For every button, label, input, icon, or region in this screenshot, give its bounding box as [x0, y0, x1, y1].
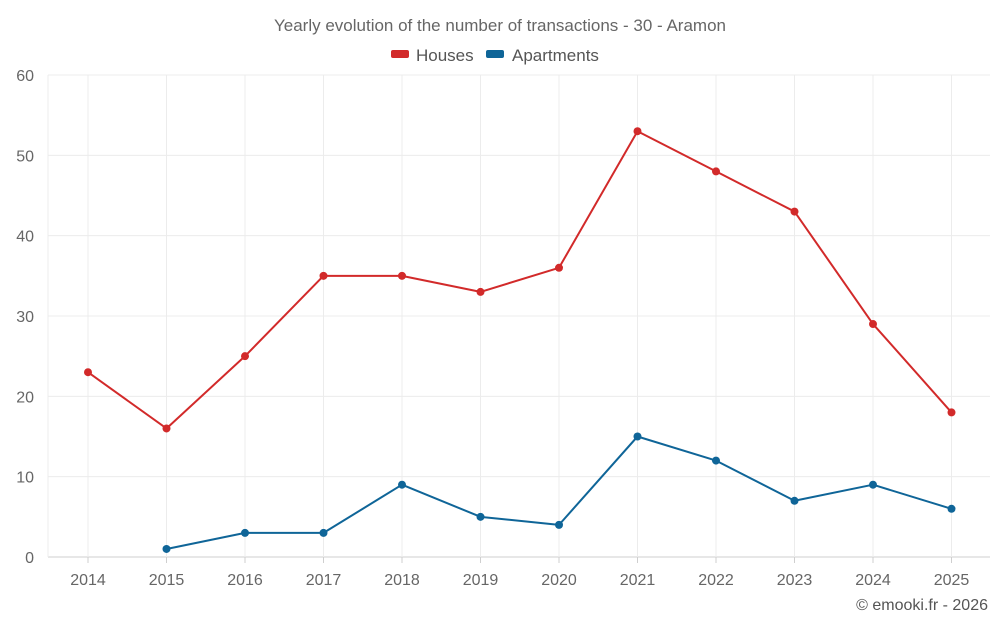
legend-label-apartments: Apartments: [512, 46, 599, 65]
y-tick-label: 20: [16, 389, 34, 406]
point-apartments-2020[interactable]: [555, 520, 563, 529]
series-houses: [84, 127, 956, 433]
x-tick-label: 2022: [698, 572, 734, 589]
point-apartments-2018[interactable]: [398, 480, 406, 489]
point-houses-2024[interactable]: [869, 320, 877, 329]
chart-title: Yearly evolution of the number of transa…: [274, 16, 726, 35]
point-apartments-2024[interactable]: [869, 480, 877, 489]
point-houses-2019[interactable]: [476, 287, 485, 296]
point-houses-2018[interactable]: [398, 271, 406, 280]
legend: Houses Apartments: [391, 46, 599, 65]
y-tick-label: 40: [16, 229, 34, 246]
point-houses-2014[interactable]: [84, 368, 92, 377]
x-tick-label: 2020: [541, 572, 577, 589]
point-apartments-2017[interactable]: [319, 528, 328, 537]
point-apartments-2019[interactable]: [476, 512, 485, 521]
point-houses-2021[interactable]: [633, 127, 642, 136]
series-layer: [84, 127, 956, 553]
point-apartments-2016[interactable]: [241, 528, 249, 537]
y-tick-label: 50: [16, 148, 34, 165]
y-tick-label: 30: [16, 309, 34, 326]
legend-item-apartments[interactable]: Apartments: [486, 46, 599, 65]
legend-swatch-houses: [391, 50, 409, 58]
point-houses-2016[interactable]: [241, 352, 249, 361]
legend-item-houses[interactable]: Houses: [391, 46, 474, 65]
point-houses-2025[interactable]: [947, 408, 956, 417]
point-apartments-2022[interactable]: [712, 456, 720, 465]
x-tick-label: 2016: [227, 572, 263, 589]
y-tick-label: 60: [16, 68, 34, 85]
point-houses-2017[interactable]: [319, 271, 328, 280]
legend-label-houses: Houses: [416, 46, 474, 65]
series-apartments: [162, 432, 956, 553]
x-tick-label: 2025: [934, 572, 970, 589]
y-tick-label: 0: [25, 550, 34, 567]
x-tick-label: 2024: [855, 572, 891, 589]
grid: [47, 74, 990, 558]
x-tick-label: 2023: [777, 572, 813, 589]
x-tick-label: 2021: [620, 572, 656, 589]
point-apartments-2015[interactable]: [162, 544, 171, 553]
point-houses-2022[interactable]: [712, 167, 720, 176]
point-houses-2020[interactable]: [555, 263, 563, 272]
x-tick-label: 2019: [463, 572, 499, 589]
line-houses: [87, 130, 953, 430]
axes: 0 10 20 30 40 50 60 2014 2015 2016 2017 2018 2019 202…: [16, 68, 969, 589]
point-apartments-2023[interactable]: [790, 496, 799, 505]
x-tick-label: 2017: [306, 572, 342, 589]
x-tick-label: 2014: [70, 572, 106, 589]
credit-text: © emooki.fr - 2026: [856, 597, 988, 614]
point-houses-2015[interactable]: [162, 424, 171, 433]
y-tick-label: 10: [16, 470, 34, 487]
legend-swatch-apartments: [486, 50, 504, 58]
point-houses-2023[interactable]: [790, 207, 799, 216]
point-apartments-2025[interactable]: [947, 504, 956, 513]
x-tick-label: 2015: [149, 572, 185, 589]
x-tick-label: 2018: [384, 572, 420, 589]
point-apartments-2021[interactable]: [633, 432, 642, 441]
